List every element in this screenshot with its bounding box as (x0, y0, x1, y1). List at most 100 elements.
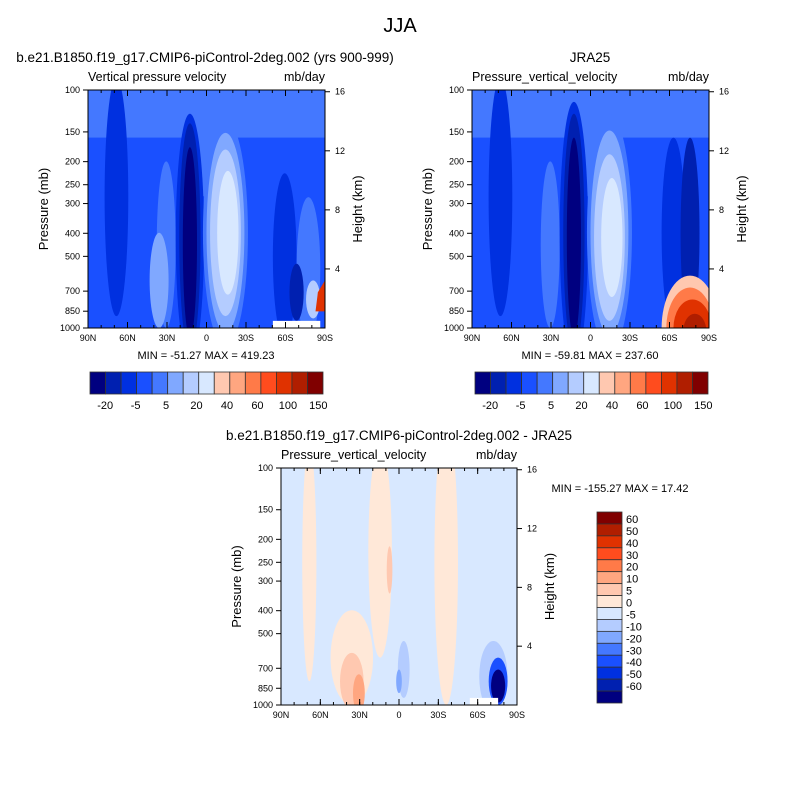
y-tick-label: 100 (65, 85, 80, 95)
colorbar-label: 40 (606, 400, 618, 412)
min-max-stats: MIN = -155.27 MAX = 17.42 (552, 483, 689, 495)
y2-tick-label: 4 (335, 264, 340, 274)
colorbar-box (596, 654, 623, 668)
y-tick-label: 100 (258, 463, 273, 473)
colorbar-label: -5 (131, 400, 141, 412)
colorbar-label: -50 (626, 669, 642, 681)
left-string: Pressure_vertical_velocity (281, 448, 427, 462)
contour-fill (302, 468, 317, 682)
colorbar-label: 40 (221, 400, 233, 412)
y2-tick-label: 4 (527, 641, 532, 651)
y-tick-label: 300 (258, 576, 273, 586)
colorbar-box (596, 571, 623, 585)
panel-2: b.e21.B1850.f19_g17.CMIP6-piControl-2deg… (226, 428, 689, 720)
colorbar-box (213, 371, 231, 395)
colorbar-label: 60 (251, 400, 263, 412)
y2-tick-label: 12 (527, 524, 537, 534)
colorbar-box (692, 371, 709, 395)
panel-title: b.e21.B1850.f19_g17.CMIP6-piControl-2deg… (226, 428, 572, 443)
x-tick-label: 60S (470, 710, 486, 720)
y-tick-label: 200 (258, 534, 273, 544)
colorbar-box (105, 371, 122, 395)
y2-tick-label: 16 (335, 87, 345, 97)
left-string: Pressure_vertical_velocity (472, 70, 618, 84)
y-tick-label: 150 (258, 505, 273, 515)
left-string: Vertical pressure velocity (88, 70, 227, 84)
colorbar-label: 50 (626, 526, 638, 538)
contour-fill (272, 320, 321, 328)
contour-fill (601, 178, 623, 298)
y-tick-label: 200 (449, 157, 464, 167)
y-tick-label: 700 (449, 286, 464, 296)
y-tick-label: 200 (65, 157, 80, 167)
y2-axis-label: Height (km) (350, 175, 365, 242)
y2-tick-label: 8 (335, 205, 340, 215)
y-tick-label: 300 (65, 199, 80, 209)
y2-tick-label: 8 (527, 582, 532, 592)
colorbar-box (167, 371, 184, 395)
x-tick-label: 30S (430, 710, 446, 720)
y-tick-label: 300 (449, 199, 464, 209)
colorbar-box (661, 371, 678, 395)
colorbar-label: -10 (626, 621, 642, 633)
x-tick-label: 90S (317, 333, 333, 343)
x-tick-label: 30N (543, 333, 560, 343)
y-tick-label: 500 (449, 251, 464, 261)
colorbar-label: -20 (97, 400, 113, 412)
colorbar-label: 20 (626, 562, 638, 574)
colorbar-box (629, 371, 647, 395)
colorbar-box (676, 371, 693, 395)
y-tick-label: 700 (65, 286, 80, 296)
y2-tick-label: 12 (335, 146, 345, 156)
min-max-stats: MIN = -59.81 MAX = 237.60 (522, 350, 659, 362)
x-tick-label: 60N (119, 333, 136, 343)
colorbar-box (596, 690, 623, 704)
contour-field (88, 90, 325, 328)
colorbar-box (136, 371, 153, 395)
colorbar-label: 5 (548, 400, 554, 412)
contour-fill (469, 697, 499, 705)
y2-tick-label: 16 (719, 87, 729, 97)
y-tick-label: 250 (258, 557, 273, 567)
x-tick-label: 90N (80, 333, 97, 343)
colorbar-label: 60 (626, 514, 638, 526)
colorbar-box (583, 371, 600, 395)
colorbar-box (490, 371, 507, 395)
colorbar-label: 100 (664, 400, 682, 412)
right-string: mb/day (476, 448, 518, 462)
y-tick-label: 100 (449, 85, 464, 95)
colorbar-box (567, 371, 585, 395)
contour-fill (396, 669, 402, 694)
colorbar-box (596, 523, 623, 537)
x-tick-label: 60N (312, 710, 329, 720)
colorbar-label: -60 (626, 681, 642, 693)
panel-title: JRA25 (570, 50, 611, 65)
colorbar: -20 -5 5 20 40 60 100 150 (474, 371, 713, 412)
contour-fill (149, 232, 169, 328)
y2-axis-label: Height (km) (734, 175, 749, 242)
x-tick-label: 0 (396, 710, 401, 720)
contour-fill (386, 546, 393, 594)
x-tick-label: 90N (273, 710, 290, 720)
x-tick-label: 30S (622, 333, 638, 343)
right-string: mb/day (284, 70, 326, 84)
y-tick-label: 500 (258, 629, 273, 639)
colorbar-box (596, 678, 623, 692)
colorbar-box (275, 371, 293, 395)
y-tick-label: 1000 (60, 323, 80, 333)
colorbar-box (229, 371, 246, 395)
contour-fill (683, 313, 707, 328)
colorbar-label: 60 (636, 400, 648, 412)
colorbar-label: 20 (190, 400, 202, 412)
colorbar-box (244, 371, 262, 395)
x-tick-label: 0 (588, 333, 593, 343)
y-tick-label: 700 (258, 663, 273, 673)
x-tick-label: 30N (351, 710, 368, 720)
colorbar-box (505, 371, 523, 395)
colorbar-box (89, 371, 106, 395)
colorbar-box (182, 371, 200, 395)
x-tick-label: 60S (277, 333, 293, 343)
y-axis-label: Pressure (mb) (229, 545, 244, 627)
contour-fill (434, 468, 458, 705)
